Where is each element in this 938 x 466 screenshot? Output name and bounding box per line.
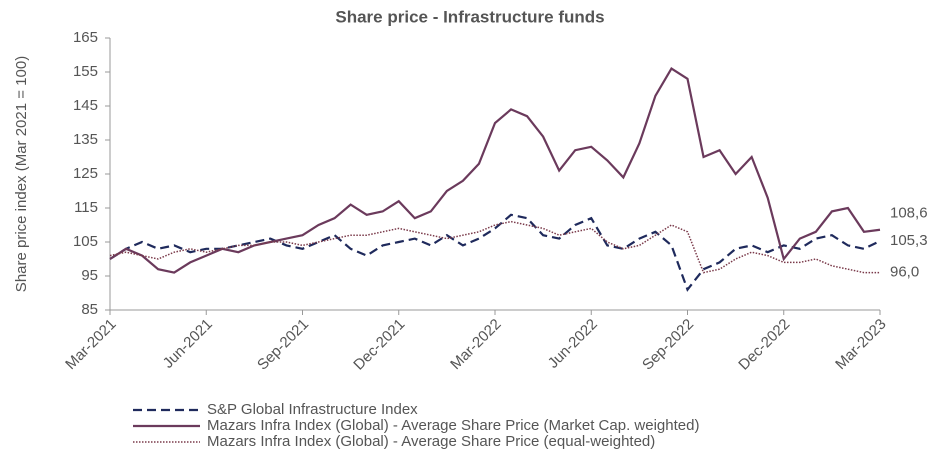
end-label: 96,0 bbox=[890, 264, 919, 281]
x-tick-label: Mar-2021 bbox=[62, 316, 119, 373]
x-tick-label: Sep-2022 bbox=[639, 316, 697, 374]
y-axis-label: Share price index (Mar 2021 = 100) bbox=[13, 56, 30, 292]
x-tick-label: Dec-2022 bbox=[735, 316, 793, 374]
y-tick-label: 135 bbox=[73, 131, 98, 148]
end-label: 108,6 bbox=[890, 205, 928, 222]
x-tick-label: Sep-2021 bbox=[254, 316, 312, 374]
y-tick-label: 85 bbox=[81, 301, 98, 318]
series-line bbox=[109, 213, 881, 292]
legend-label: S&P Global Infrastructure Index bbox=[207, 401, 418, 418]
x-tick-label: Jun-2022 bbox=[545, 316, 601, 372]
x-tick-label: Mar-2022 bbox=[447, 316, 504, 373]
y-tick-label: 125 bbox=[73, 165, 98, 182]
y-tick-label: 165 bbox=[73, 29, 98, 46]
chart-title: Share price - Infrastructure funds bbox=[335, 7, 604, 26]
x-tick-label: Jun-2021 bbox=[160, 316, 216, 372]
y-tick-label: 115 bbox=[74, 199, 98, 216]
legend-label: Mazars Infra Index (Global) - Average Sh… bbox=[207, 417, 699, 434]
x-tick-label: Mar-2023 bbox=[832, 316, 889, 373]
series-line bbox=[109, 67, 881, 274]
x-tick-label: Dec-2021 bbox=[350, 316, 408, 374]
end-label: 105,3 bbox=[890, 232, 928, 249]
y-tick-label: 155 bbox=[73, 63, 98, 80]
y-tick-label: 105 bbox=[73, 233, 98, 250]
legend-label: Mazars Infra Index (Global) - Average Sh… bbox=[207, 433, 655, 450]
series-line bbox=[109, 220, 880, 274]
y-tick-label: 145 bbox=[73, 97, 98, 114]
y-tick-label: 95 bbox=[81, 267, 98, 284]
